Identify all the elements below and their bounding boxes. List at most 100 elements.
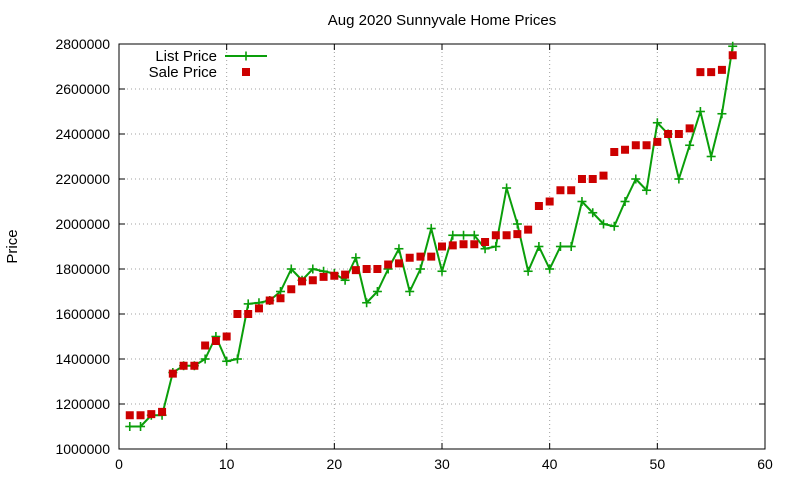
legend-swatch-sale-price (242, 68, 250, 76)
sale-price-point (136, 411, 145, 420)
list-price-point (372, 287, 382, 296)
y-axis-title: Price (4, 229, 21, 263)
list-price-point (728, 41, 738, 51)
sale-price-point (287, 285, 296, 294)
series-line-list-price (129, 46, 734, 428)
list-price-point (351, 253, 361, 263)
x-tick-label: 0 (115, 456, 123, 472)
y-tick-label: 1200000 (55, 396, 110, 412)
x-tick-label: 40 (542, 456, 558, 472)
list-price-point (577, 197, 587, 206)
sale-price-point (556, 186, 565, 195)
list-price-point (717, 109, 727, 119)
sale-price-point (168, 369, 177, 378)
list-price-point (545, 264, 555, 274)
sale-price-point (631, 141, 640, 150)
sale-price-point (502, 231, 511, 240)
y-tick-label: 2600000 (55, 81, 110, 97)
y-tick-label: 2200000 (55, 171, 110, 187)
list-price-point (674, 174, 684, 184)
sale-price-point (351, 266, 360, 275)
sale-price-point (470, 240, 479, 249)
list-price-point (222, 356, 232, 366)
sale-price-point (674, 130, 683, 138)
list-price-point (502, 183, 512, 193)
list-price-point (652, 118, 662, 128)
sale-price-point (524, 225, 533, 234)
sale-price-point (481, 238, 490, 246)
sale-price-point (610, 148, 619, 156)
legend-square-marker (242, 68, 250, 76)
sale-price-point (405, 253, 414, 262)
sale-price-point (384, 260, 393, 269)
sale-price-point (545, 197, 554, 206)
sale-price-point (577, 175, 586, 183)
list-price-point (534, 242, 544, 251)
y-tick-label: 1800000 (55, 261, 110, 277)
x-tick-label: 60 (757, 456, 773, 472)
list-price-point (459, 230, 469, 240)
sale-price-point (427, 252, 436, 261)
list-price-point (232, 354, 242, 364)
list-price-point (491, 242, 501, 251)
x-tick-label: 10 (219, 456, 235, 472)
x-tick-label: 30 (434, 456, 450, 472)
list-price-point (437, 266, 447, 276)
sale-price-point (416, 252, 425, 261)
y-tick-label: 1000000 (55, 441, 110, 457)
list-price-point (286, 264, 296, 274)
list-price-point (405, 287, 415, 296)
sale-price-point (642, 141, 651, 150)
list-price-point (566, 242, 576, 251)
list-price-point (512, 219, 522, 229)
x-tick-label: 50 (650, 456, 666, 472)
sale-price-point (664, 130, 673, 138)
sale-price-point (341, 270, 350, 279)
list-price-point (243, 299, 253, 309)
list-price-point (426, 224, 436, 233)
list-price-point (620, 197, 630, 206)
sale-price-point (298, 277, 307, 286)
list-price-point (555, 242, 565, 251)
sale-price-point (459, 240, 468, 249)
legend-swatch-list-price (225, 51, 267, 61)
list-price-point (599, 219, 608, 229)
sale-price-point (685, 124, 694, 133)
sale-price-point (190, 361, 199, 370)
sale-price-point (728, 51, 737, 60)
list-price-point (588, 208, 598, 218)
sale-price-point (319, 272, 328, 281)
list-price-point (308, 264, 318, 274)
sale-price-point (438, 242, 446, 251)
legend-label-list-price: List Price (155, 48, 217, 65)
list-price-point (136, 422, 146, 431)
list-price-point (631, 174, 641, 184)
sale-price-point (707, 68, 716, 77)
sale-price-point (491, 231, 500, 240)
sale-price-point (717, 65, 726, 74)
x-tick-label: 20 (327, 456, 343, 472)
list-price-point (125, 422, 135, 431)
y-tick-label: 2400000 (55, 126, 110, 142)
sale-price-point (158, 407, 167, 416)
sale-price-point (222, 332, 231, 341)
ticks-layer: 0 10 20 30 40 50 60 1000000 1200000 1400000 160000… (55, 36, 773, 472)
sale-price-point (599, 171, 608, 180)
legend-cross-marker (241, 51, 251, 61)
sale-price-point (567, 186, 576, 195)
list-price-point (469, 230, 479, 240)
sale-price-point (621, 145, 630, 154)
list-price-point (448, 230, 458, 240)
sale-price-point (254, 304, 263, 313)
y-tick-label: 2000000 (55, 216, 110, 232)
list-price-point (523, 266, 533, 276)
list-price-point (394, 244, 404, 254)
sale-price-point (201, 341, 210, 350)
list-price-point (609, 221, 619, 231)
sale-price-point (233, 310, 242, 318)
sale-price-point (308, 276, 317, 285)
sale-price-point (394, 259, 403, 268)
sale-price-point (588, 175, 597, 183)
y-tick-label: 1600000 (55, 306, 110, 322)
sale-price-point (696, 68, 705, 77)
